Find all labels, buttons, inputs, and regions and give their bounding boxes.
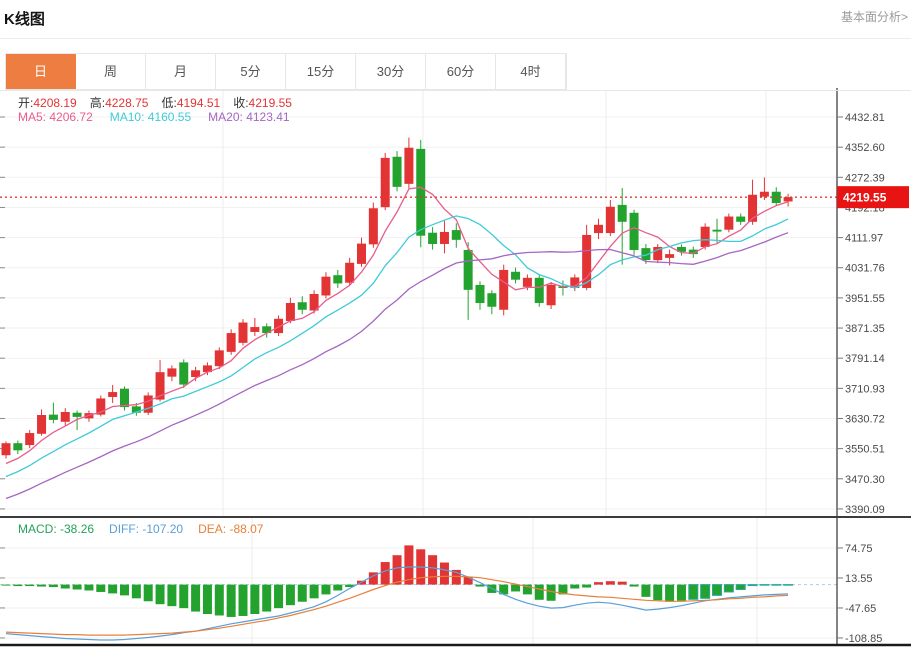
fundamental-analysis-link[interactable]: 基本面分析>	[840, 10, 908, 24]
tab-day[interactable]: 日	[6, 54, 76, 89]
svg-text:4219.55: 4219.55	[843, 191, 887, 205]
dea-value: DEA: -88.07	[198, 522, 264, 536]
svg-text:74.75: 74.75	[845, 543, 873, 555]
tab-30min[interactable]: 30分	[356, 54, 426, 89]
svg-text:4111.97: 4111.97	[845, 233, 883, 245]
tab-month[interactable]: 月	[146, 54, 216, 89]
price-tag: 4219.55	[837, 186, 909, 209]
svg-text:4352.60: 4352.60	[845, 142, 885, 154]
high-value: 4228.75	[105, 96, 149, 110]
ma5-readout: MA5: 4206.72	[18, 110, 93, 124]
svg-text:-47.65: -47.65	[845, 603, 876, 615]
svg-text:4432.81: 4432.81	[845, 112, 885, 124]
svg-text:3951.55: 3951.55	[845, 293, 885, 305]
svg-text:3630.72: 3630.72	[845, 413, 885, 425]
tab-4hour[interactable]: 4时	[496, 54, 566, 89]
macd-lines	[5, 566, 789, 641]
ma20-readout: MA20: 4123.41	[208, 110, 290, 124]
macd-histogram	[1, 545, 794, 617]
svg-text:3390.09: 3390.09	[845, 504, 885, 516]
header-divider	[0, 38, 911, 39]
svg-text:3550.51: 3550.51	[845, 444, 885, 456]
svg-text:-108.85: -108.85	[845, 633, 882, 645]
ohlc-readout: 开:4208.19 高:4228.75 低:4194.51 收:4219.55	[18, 94, 305, 111]
svg-text:13.55: 13.55	[845, 573, 873, 585]
svg-text:4031.76: 4031.76	[845, 263, 885, 275]
diff-value: DIFF: -107.20	[109, 522, 184, 536]
svg-text:3791.14: 3791.14	[845, 353, 885, 365]
ma10-readout: MA10: 4160.55	[109, 110, 192, 124]
ma-lines	[5, 186, 789, 500]
tab-60min[interactable]: 60分	[426, 54, 496, 89]
low-label: 低:	[161, 96, 177, 110]
tab-15min[interactable]: 15分	[286, 54, 356, 89]
svg-text:3871.35: 3871.35	[845, 323, 885, 335]
svg-text:3710.93: 3710.93	[845, 383, 885, 395]
open-label: 开:	[18, 96, 34, 110]
macd-value: MACD: -38.26	[18, 522, 95, 536]
axes: 4432.814352.604272.394192.184111.974031.…	[0, 88, 911, 647]
macd-readout: MACD: -38.26 DIFF: -107.20 DEA: -88.07	[18, 522, 278, 536]
period-tabbar: 日 周 月 5分 15分 30分 60分 4时	[5, 53, 567, 90]
low-value: 4194.51	[176, 96, 221, 110]
close-value: 4219.55	[248, 96, 292, 110]
main-grid	[0, 90, 837, 517]
tab-5min[interactable]: 5分	[216, 54, 286, 89]
ma-readout: MA5: 4206.72 MA10: 4160.55 MA20: 4123.41	[18, 110, 307, 124]
tab-week[interactable]: 周	[76, 54, 146, 89]
tabbar-divider	[0, 90, 911, 91]
close-label: 收:	[233, 96, 249, 110]
open-value: 4208.19	[33, 96, 77, 110]
high-label: 高:	[89, 96, 106, 110]
svg-text:3470.30: 3470.30	[845, 474, 885, 486]
page-title: K线图	[4, 11, 45, 28]
svg-text:4272.39: 4272.39	[845, 172, 885, 184]
